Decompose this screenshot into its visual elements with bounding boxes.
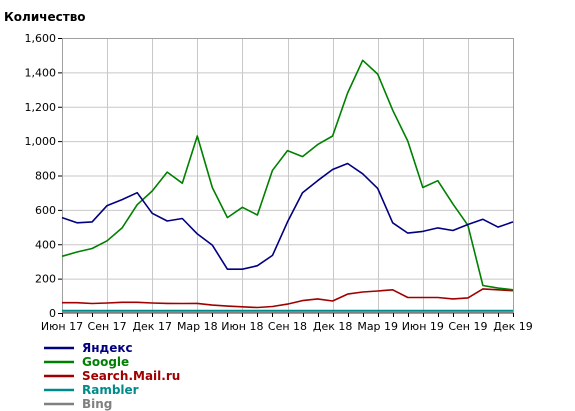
x-tick-label: Мар 19 bbox=[357, 320, 398, 333]
x-tick-label: Дек 19 bbox=[493, 320, 533, 333]
legend-label: Google bbox=[82, 355, 129, 369]
y-tick-label: 200 bbox=[35, 273, 56, 286]
y-axis-title: Количество bbox=[4, 10, 86, 24]
x-tick-label: Сен 18 bbox=[268, 320, 307, 333]
series-lines bbox=[61, 59, 514, 314]
x-tick-label: Сен 19 bbox=[448, 320, 487, 333]
series-line-0 bbox=[61, 162, 514, 271]
y-tick-label: 400 bbox=[35, 238, 56, 251]
grid-lines bbox=[62, 38, 514, 314]
y-axis: 0 200 400 600 800 1,000 1,200 1,400 1,600 bbox=[25, 32, 62, 320]
x-tick-label: Июн 19 bbox=[402, 320, 444, 333]
y-tick-label: 1,600 bbox=[25, 32, 57, 45]
y-tick-label: 1,400 bbox=[25, 66, 57, 79]
y-tick-label: 0 bbox=[49, 307, 56, 320]
y-tick-label: 1,000 bbox=[25, 135, 57, 148]
x-tick-label: Дек 17 bbox=[132, 320, 172, 333]
legend-label: Bing bbox=[82, 397, 112, 411]
legend-label: Яндекс bbox=[82, 341, 133, 355]
y-tick-label: 1,200 bbox=[25, 101, 57, 114]
x-tick-label: Мар 18 bbox=[177, 320, 218, 333]
y-tick-label: 600 bbox=[35, 204, 56, 217]
x-tick-label: Дек 18 bbox=[313, 320, 353, 333]
legend-label: Search.Mail.ru bbox=[82, 369, 180, 383]
legend-label: Rambler bbox=[82, 383, 139, 397]
series-line-1 bbox=[61, 59, 514, 291]
x-axis: Июн 17 Сен 17 Дек 17 Мар 18 Июн 18 Сен 18 Дек … bbox=[41, 313, 533, 333]
x-tick-label: Июн 17 bbox=[41, 320, 83, 333]
x-tick-label: Июн 18 bbox=[221, 320, 263, 333]
y-tick-label: 800 bbox=[35, 170, 56, 183]
series-line-2 bbox=[62, 288, 514, 309]
x-tick-label: Сен 17 bbox=[88, 320, 127, 333]
